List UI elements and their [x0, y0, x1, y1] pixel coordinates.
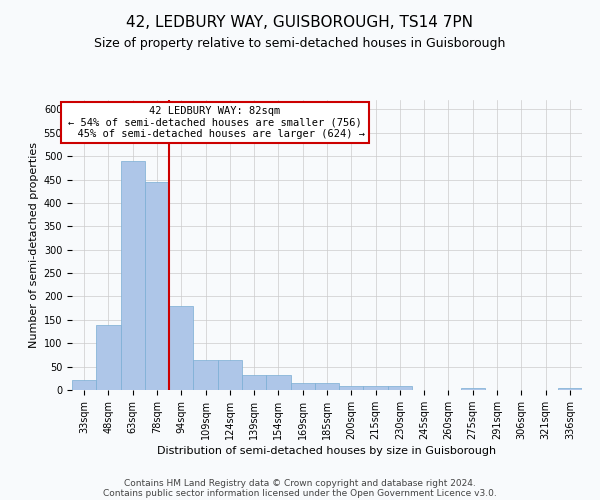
- Text: Size of property relative to semi-detached houses in Guisborough: Size of property relative to semi-detach…: [94, 38, 506, 51]
- Bar: [266, 375, 290, 390]
- Text: 42 LEDBURY WAY: 82sqm
← 54% of semi-detached houses are smaller (756)
  45% of s: 42 LEDBURY WAY: 82sqm ← 54% of semi-deta…: [65, 106, 365, 139]
- Bar: [242, 375, 266, 390]
- Bar: [315, 383, 339, 390]
- Bar: [72, 380, 96, 390]
- Bar: [364, 386, 388, 390]
- Bar: [145, 182, 169, 390]
- Bar: [121, 161, 145, 390]
- Bar: [388, 386, 412, 390]
- Y-axis label: Number of semi-detached properties: Number of semi-detached properties: [29, 142, 40, 348]
- Bar: [461, 388, 485, 390]
- Bar: [193, 360, 218, 390]
- X-axis label: Distribution of semi-detached houses by size in Guisborough: Distribution of semi-detached houses by …: [157, 446, 497, 456]
- Bar: [218, 360, 242, 390]
- Bar: [96, 324, 121, 390]
- Bar: [558, 388, 582, 390]
- Bar: [290, 383, 315, 390]
- Text: Contains public sector information licensed under the Open Government Licence v3: Contains public sector information licen…: [103, 488, 497, 498]
- Text: 42, LEDBURY WAY, GUISBOROUGH, TS14 7PN: 42, LEDBURY WAY, GUISBOROUGH, TS14 7PN: [127, 15, 473, 30]
- Bar: [339, 386, 364, 390]
- Text: Contains HM Land Registry data © Crown copyright and database right 2024.: Contains HM Land Registry data © Crown c…: [124, 478, 476, 488]
- Bar: [169, 306, 193, 390]
